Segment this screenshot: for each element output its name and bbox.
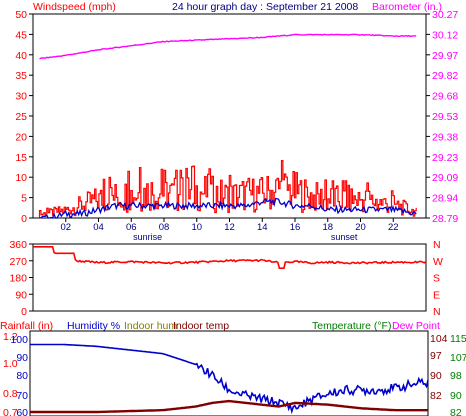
legend-label: Indoor temp xyxy=(173,320,229,332)
legend-label: Indoor hum xyxy=(124,320,177,332)
sun-annotation: sunset xyxy=(331,232,358,242)
wind-tick-label: 45 xyxy=(15,29,27,41)
wind-tick-label: 15 xyxy=(15,152,27,164)
direction-series xyxy=(33,246,427,270)
barometer-axis-title: Barometer (in.) xyxy=(372,1,442,13)
baro-tick-label: 29.53 xyxy=(432,111,458,123)
compass-label: N xyxy=(433,306,441,318)
wind-tick-label: 0 xyxy=(21,213,27,225)
indoor-temp-series xyxy=(30,399,428,414)
humidity-tick-label: 70 xyxy=(16,390,28,402)
wind-tick-label: 35 xyxy=(15,70,27,82)
x-tick-label: 22 xyxy=(388,222,399,233)
x-tick-label: 14 xyxy=(257,222,268,233)
x-tick-label: 08 xyxy=(159,222,170,233)
baro-tick-label: 29.23 xyxy=(432,152,458,164)
temp-tick-label-a: 104 xyxy=(430,333,448,345)
baro-tick-label: 30.12 xyxy=(432,29,458,41)
rain-tick-label: 1.2 xyxy=(3,331,18,343)
direction-tick-label: 360 xyxy=(9,239,27,251)
wind-tick-label: 25 xyxy=(15,111,27,123)
humidity-tick-label: 90 xyxy=(16,352,28,364)
graph-title: 24 hour graph day : September 21 2008 xyxy=(172,1,358,13)
rain-tick-label: 0.7 xyxy=(3,407,18,416)
x-tick-label: 04 xyxy=(93,222,104,233)
temp-tick-label-b: 115 xyxy=(450,333,466,345)
wind-tick-label: 40 xyxy=(15,50,27,62)
humidity-series xyxy=(30,343,429,415)
x-tick-label: 18 xyxy=(322,222,333,233)
direction-tick-label: 0 xyxy=(21,306,27,318)
humidity-tick-label: 80 xyxy=(16,370,28,382)
x-tick-label: 20 xyxy=(355,222,366,233)
direction-tick-label: 180 xyxy=(9,273,27,285)
compass-label: S xyxy=(433,273,440,285)
humidity-temp-panel: Rainfall (in) Humidity % Indoor humIndoor … xyxy=(0,320,466,416)
legend-label: Dew Point xyxy=(392,320,440,332)
rain-tick-label: 1.0 xyxy=(3,358,18,370)
x-tick-label: 16 xyxy=(290,222,301,233)
baro-tick-label: 30.27 xyxy=(432,9,458,21)
sun-annotation: sunrise xyxy=(133,232,162,242)
baro-tick-label: 29.97 xyxy=(432,50,458,62)
compass-label: W xyxy=(433,256,443,268)
temp-tick-label-b: 98 xyxy=(450,370,462,382)
temp-tick-label-a: 82 xyxy=(430,390,442,402)
x-tick-label: 06 xyxy=(126,222,137,233)
humidity-plot-frame xyxy=(29,330,429,416)
legend-label: Rainfall (in) xyxy=(0,320,53,332)
temp-tick-label-b: 107 xyxy=(450,352,466,364)
baro-tick-label: 28.79 xyxy=(432,213,458,225)
barometer-series xyxy=(39,33,417,60)
compass-label: E xyxy=(433,289,440,301)
gust-series xyxy=(38,160,417,218)
x-tick-label: 02 xyxy=(60,222,71,233)
wind-tick-label: 50 xyxy=(15,9,27,21)
direction-tick-label: 270 xyxy=(9,256,27,268)
wind-axis-title: Windspeed (mph) xyxy=(33,1,116,13)
rain-tick-label: 0.8 xyxy=(3,388,18,400)
compass-label: N xyxy=(433,239,441,251)
temp-tick-label-a: 97 xyxy=(430,350,442,362)
wind-tick-label: 20 xyxy=(15,131,27,143)
wind-barometer-panel: Windspeed (mph) 24 hour graph day : Sept… xyxy=(15,1,458,242)
baro-tick-label: 29.38 xyxy=(432,131,458,143)
temp-tick-label-b: 82 xyxy=(450,407,462,416)
humidity-tick-label: 100 xyxy=(10,334,28,346)
x-tick-label: 10 xyxy=(191,222,202,233)
wind-tick-label: 10 xyxy=(15,172,27,184)
x-tick-label: 12 xyxy=(224,222,235,233)
avg-wind-series xyxy=(39,197,417,219)
humidity-tick-label: 60 xyxy=(16,407,28,416)
baro-tick-label: 29.09 xyxy=(432,172,458,184)
baro-tick-label: 29.82 xyxy=(432,70,458,82)
legend-label: Humidity % xyxy=(67,320,120,332)
direction-tick-label: 90 xyxy=(15,289,27,301)
legend-label: Temperature (°F) xyxy=(312,320,391,332)
baro-tick-label: 29.68 xyxy=(432,91,458,103)
baro-tick-label: 28.94 xyxy=(432,193,458,205)
temp-tick-label-b: 90 xyxy=(450,390,462,402)
temp-tick-label-a: 90 xyxy=(430,370,442,382)
wind-tick-label: 5 xyxy=(21,193,27,205)
wind-tick-label: 30 xyxy=(15,91,27,103)
